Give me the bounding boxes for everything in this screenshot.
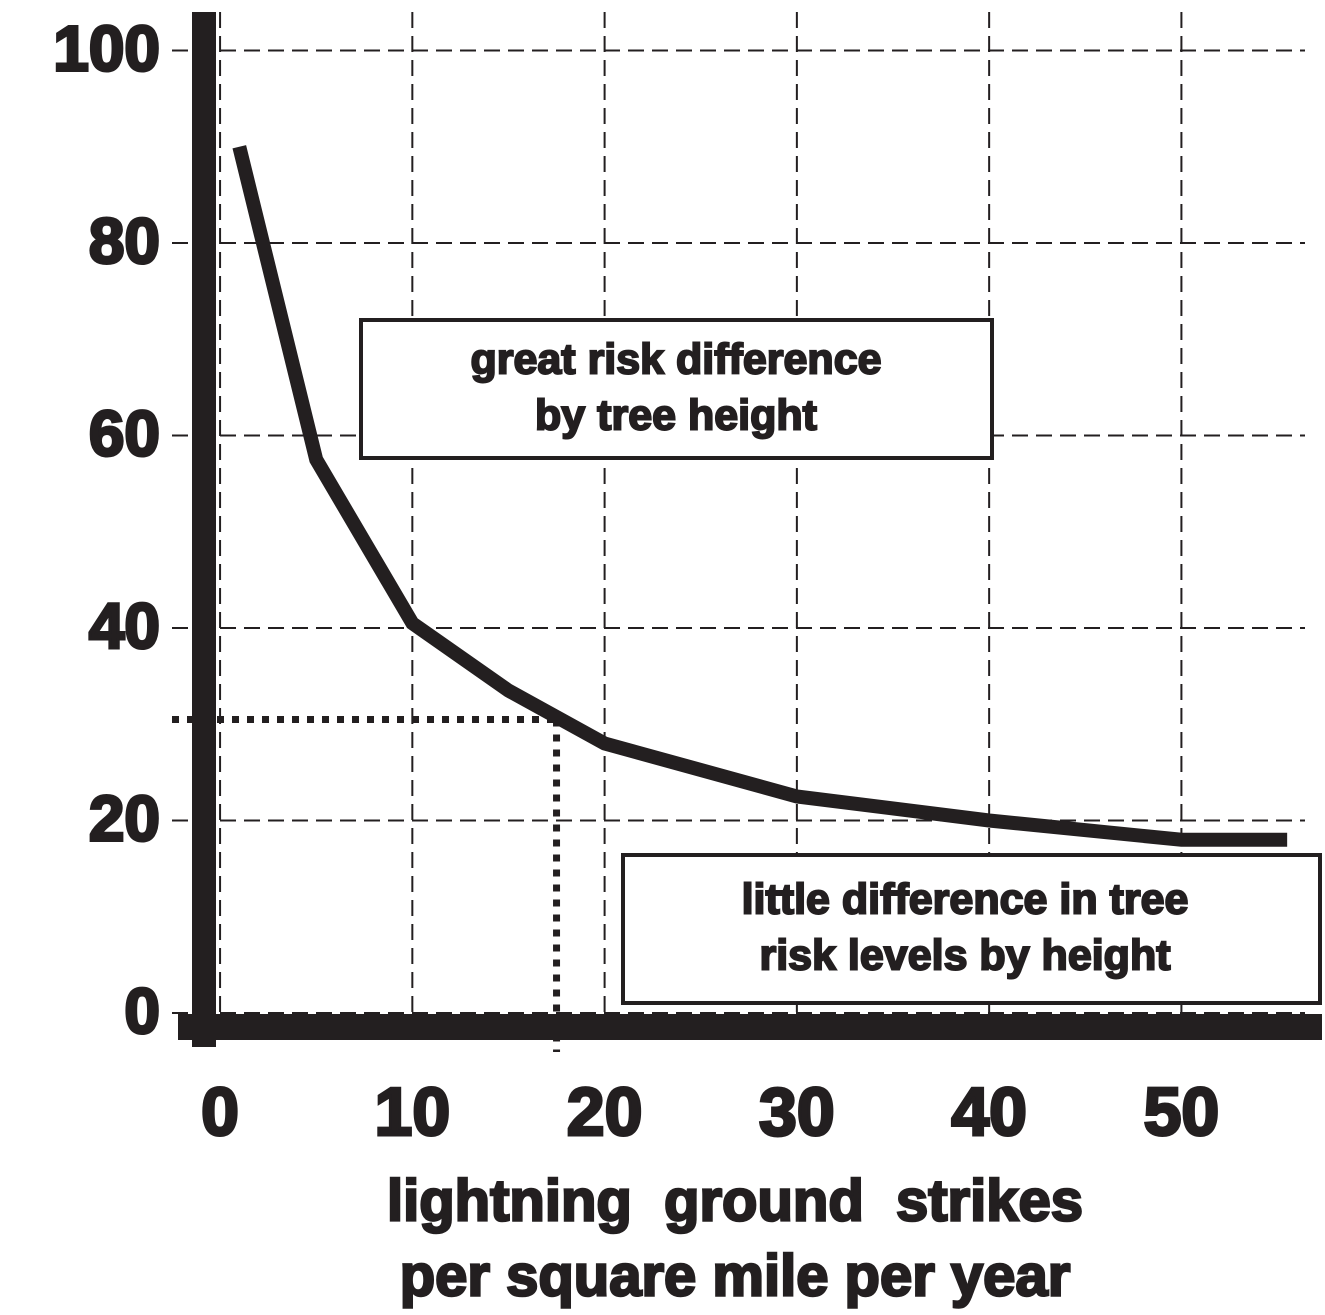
x-axis-label: per square mile per year xyxy=(400,1243,1071,1308)
annotation-text: little difference in tree xyxy=(742,875,1189,923)
x-tick-label: 50 xyxy=(1144,1074,1220,1150)
annotation-text: great risk difference xyxy=(470,335,881,383)
y-tick-label: 60 xyxy=(89,397,160,469)
y-tick-label: 20 xyxy=(89,782,160,854)
y-tick-label: 80 xyxy=(89,205,160,277)
annotation-text: by tree height xyxy=(535,391,817,439)
x-tick-label: 0 xyxy=(201,1074,239,1150)
y-tick-label: 0 xyxy=(124,975,160,1047)
data-line xyxy=(232,145,1288,847)
x-tick-label: 20 xyxy=(567,1074,643,1150)
annotation-box xyxy=(621,853,1322,1005)
annotation-box xyxy=(359,318,994,460)
x-tick-label: 30 xyxy=(759,1074,835,1150)
x-axis-label: lightning ground strikes xyxy=(387,1168,1083,1233)
y-tick-label: 100 xyxy=(53,12,160,84)
x-tick-label: 40 xyxy=(951,1074,1027,1150)
y-tick-label: 40 xyxy=(89,590,160,662)
annotation-text: risk levels by height xyxy=(759,931,1170,979)
x-tick-label: 10 xyxy=(375,1074,451,1150)
